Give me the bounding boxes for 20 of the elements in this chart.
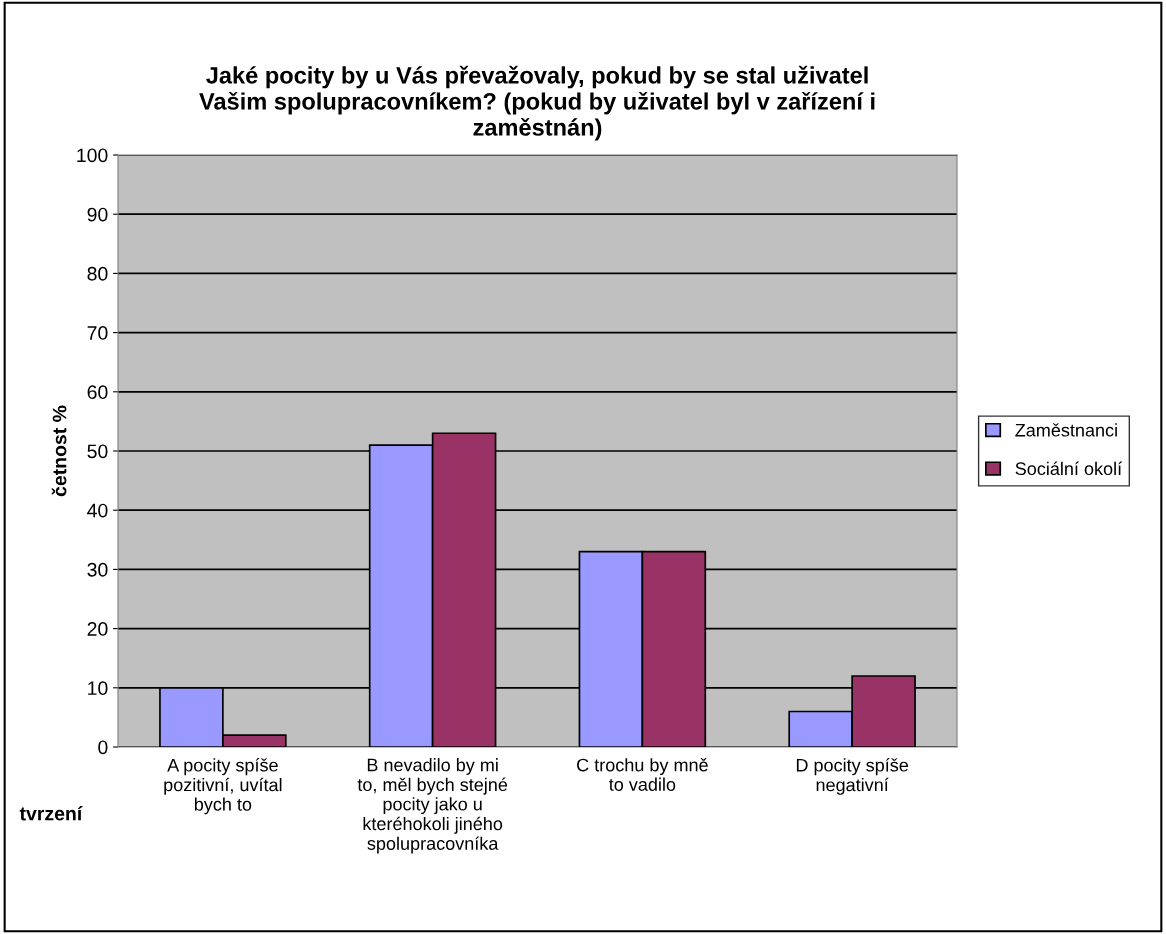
x-tick-label: D pocity spíše negativní: [796, 758, 909, 795]
y-tick-label: 100: [77, 148, 108, 163]
x-tick-label: C trochu by mně to vadilo: [577, 758, 708, 791]
chart-title: Jaké pocity by u Vás převažovaly, pokud by se stal uživatel Vašim spolupracovníkem? (pokud by uživatel byl v zařízení i zaměstnán): [199, 65, 875, 141]
y-tick-label: 40: [87, 503, 108, 518]
y-tick-label: 30: [87, 562, 108, 577]
legend-label: Sociální okolí: [1015, 461, 1123, 476]
y-tick-label: 90: [87, 207, 108, 222]
y-tick-label: 80: [87, 266, 108, 281]
x-tick-label: B nevadilo by mi to, měl bych stejné pocity jako u kteréhokoli jiného spolupracovníka: [357, 758, 508, 854]
x-tick-label: A pocity spíše pozitivní, uvítal bych to: [164, 758, 282, 815]
y-tick-label: 60: [87, 385, 108, 400]
y-tick-label: 0: [98, 740, 108, 755]
x-axis-title: tvrzení: [19, 806, 83, 821]
y-tick-label: 20: [87, 622, 108, 636]
y-tick-label: 50: [87, 444, 108, 459]
y-tick-label: 70: [87, 326, 108, 340]
y-axis-title: četnost %: [51, 405, 67, 497]
legend-label: Zaměstnanci: [1015, 423, 1117, 437]
y-tick-label: 10: [88, 681, 108, 696]
